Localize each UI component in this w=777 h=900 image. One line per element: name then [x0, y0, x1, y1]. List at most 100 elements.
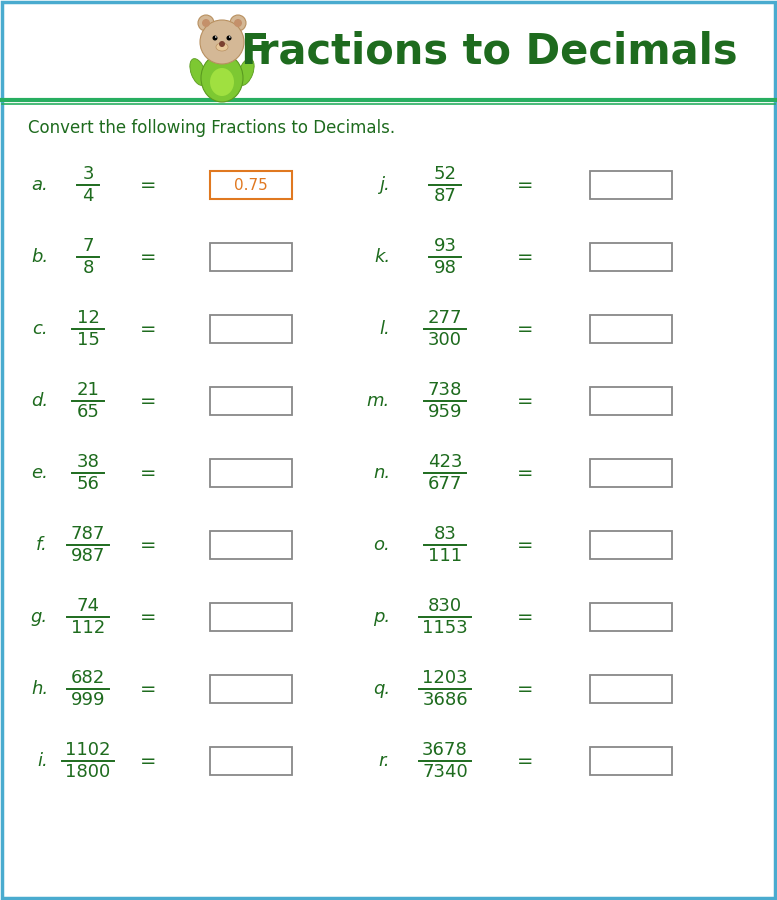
Bar — [210, 603, 292, 631]
Text: m.: m. — [367, 392, 390, 410]
Text: =: = — [517, 392, 533, 410]
Text: 111: 111 — [428, 547, 462, 565]
Text: 8: 8 — [82, 259, 94, 277]
Text: 3678: 3678 — [422, 741, 468, 759]
Text: 738: 738 — [428, 381, 462, 399]
Text: l.: l. — [379, 320, 390, 338]
Text: 98: 98 — [434, 259, 456, 277]
Text: Convert the following Fractions to Decimals.: Convert the following Fractions to Decim… — [28, 119, 395, 137]
Bar — [210, 675, 292, 703]
Text: 682: 682 — [71, 669, 105, 687]
Circle shape — [227, 35, 232, 40]
Text: q.: q. — [373, 680, 390, 698]
Text: 300: 300 — [428, 331, 462, 349]
Text: ractions to Decimals: ractions to Decimals — [258, 31, 737, 73]
Text: 93: 93 — [434, 237, 457, 255]
Bar — [590, 531, 672, 559]
Text: 830: 830 — [428, 597, 462, 615]
Text: 87: 87 — [434, 187, 456, 205]
Text: n.: n. — [373, 464, 390, 482]
Bar — [590, 387, 672, 415]
Text: 3686: 3686 — [422, 691, 468, 709]
Bar — [590, 603, 672, 631]
Bar — [590, 315, 672, 343]
Text: =: = — [140, 752, 156, 770]
Text: 787: 787 — [71, 525, 105, 543]
Text: 277: 277 — [428, 309, 462, 327]
Bar — [590, 747, 672, 775]
Circle shape — [215, 36, 217, 38]
Text: 3: 3 — [82, 165, 94, 183]
Circle shape — [234, 19, 242, 27]
Text: 0.75: 0.75 — [234, 177, 268, 193]
Text: =: = — [517, 608, 533, 626]
Bar — [210, 531, 292, 559]
Text: =: = — [517, 248, 533, 266]
Text: =: = — [140, 464, 156, 482]
Text: 65: 65 — [77, 403, 99, 421]
Text: 74: 74 — [76, 597, 99, 615]
Text: 1153: 1153 — [422, 619, 468, 637]
Ellipse shape — [190, 58, 206, 86]
Text: =: = — [517, 320, 533, 338]
Circle shape — [219, 41, 225, 47]
Text: 999: 999 — [71, 691, 105, 709]
Text: =: = — [140, 608, 156, 626]
Text: 56: 56 — [77, 475, 99, 493]
Text: e.: e. — [31, 464, 48, 482]
Text: 38: 38 — [77, 453, 99, 471]
Text: 15: 15 — [77, 331, 99, 349]
Text: o.: o. — [373, 536, 390, 554]
Text: =: = — [140, 680, 156, 698]
Circle shape — [212, 35, 218, 40]
Text: 987: 987 — [71, 547, 105, 565]
Ellipse shape — [210, 68, 234, 96]
Text: 112: 112 — [71, 619, 105, 637]
Text: f.: f. — [37, 536, 48, 554]
Bar — [210, 747, 292, 775]
Text: =: = — [140, 536, 156, 554]
Ellipse shape — [216, 43, 228, 51]
Circle shape — [200, 20, 244, 64]
Text: =: = — [517, 680, 533, 698]
Circle shape — [230, 15, 246, 31]
Text: 7340: 7340 — [422, 763, 468, 781]
Text: h.: h. — [31, 680, 48, 698]
Ellipse shape — [201, 54, 243, 102]
Bar — [590, 675, 672, 703]
Text: =: = — [140, 176, 156, 194]
Text: c.: c. — [33, 320, 48, 338]
Text: j.: j. — [379, 176, 390, 194]
Circle shape — [202, 19, 210, 27]
Text: r.: r. — [378, 752, 390, 770]
Text: =: = — [140, 320, 156, 338]
Text: i.: i. — [37, 752, 48, 770]
Text: F: F — [240, 31, 269, 73]
Text: =: = — [140, 248, 156, 266]
Text: 1102: 1102 — [65, 741, 111, 759]
Circle shape — [198, 15, 214, 31]
Bar — [210, 243, 292, 271]
Bar — [210, 315, 292, 343]
Text: p.: p. — [373, 608, 390, 626]
Text: =: = — [517, 752, 533, 770]
Text: =: = — [140, 392, 156, 410]
Circle shape — [229, 36, 231, 38]
Bar — [210, 459, 292, 487]
Text: g.: g. — [31, 608, 48, 626]
Text: 12: 12 — [77, 309, 99, 327]
Text: 1800: 1800 — [65, 763, 110, 781]
Text: 4: 4 — [82, 187, 94, 205]
Bar — [590, 459, 672, 487]
Text: =: = — [517, 536, 533, 554]
Text: 21: 21 — [77, 381, 99, 399]
Bar — [210, 171, 292, 199]
Text: =: = — [517, 176, 533, 194]
Text: 959: 959 — [428, 403, 462, 421]
Text: 52: 52 — [434, 165, 457, 183]
Bar — [590, 171, 672, 199]
Text: a.: a. — [31, 176, 48, 194]
Ellipse shape — [238, 58, 254, 86]
Text: k.: k. — [374, 248, 390, 266]
Bar — [210, 387, 292, 415]
